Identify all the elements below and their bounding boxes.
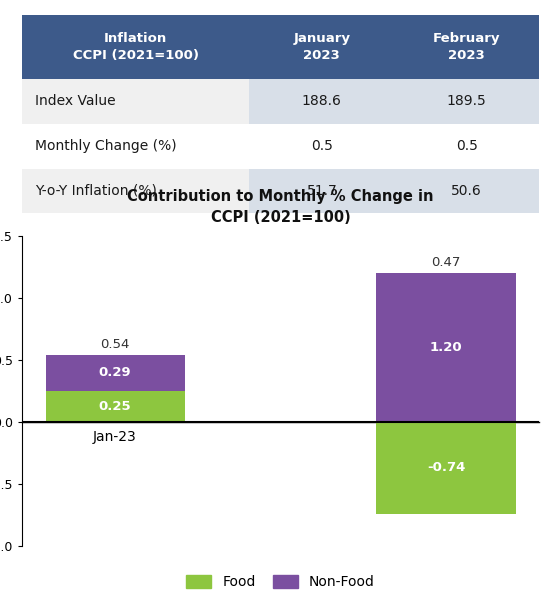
Text: -0.74: -0.74	[427, 461, 465, 474]
Bar	[250, 124, 394, 169]
Bar	[22, 124, 250, 169]
Title: Contribution to Monthly % Change in
CCPI (2021=100): Contribution to Monthly % Change in CCPI…	[127, 189, 434, 225]
Text: Inflation
CCPI (2021=100): Inflation CCPI (2021=100)	[73, 32, 199, 62]
Bar	[46, 391, 184, 422]
Bar	[250, 169, 394, 213]
Text: 188.6: 188.6	[302, 94, 342, 109]
Text: 0.47: 0.47	[431, 256, 461, 269]
Text: 0.5: 0.5	[311, 139, 333, 153]
Bar	[394, 124, 539, 169]
Text: Monthly Change (%): Monthly Change (%)	[35, 139, 177, 153]
Text: 0.29: 0.29	[98, 367, 131, 379]
Bar	[394, 15, 539, 79]
Bar	[250, 15, 394, 79]
Text: 0.54: 0.54	[100, 338, 130, 351]
Bar	[377, 273, 515, 422]
Bar	[22, 15, 250, 79]
Bar	[394, 169, 539, 213]
Text: 0.5: 0.5	[456, 139, 477, 153]
Bar	[394, 79, 539, 124]
Bar	[22, 169, 250, 213]
Text: January
2023: January 2023	[293, 32, 350, 62]
Text: Index Value: Index Value	[35, 94, 116, 109]
Bar	[250, 79, 394, 124]
Text: February
2023: February 2023	[433, 32, 500, 62]
Text: 51.7: 51.7	[306, 184, 337, 198]
Bar	[22, 79, 250, 124]
Text: 0.25: 0.25	[98, 400, 131, 413]
Bar	[377, 422, 515, 514]
Text: Y-o-Y Inflation (%): Y-o-Y Inflation (%)	[35, 184, 157, 198]
Text: 189.5: 189.5	[447, 94, 487, 109]
Text: 1.20: 1.20	[430, 341, 463, 354]
Text: 50.6: 50.6	[451, 184, 482, 198]
Legend: Food, Non-Food: Food, Non-Food	[181, 570, 380, 595]
Bar	[46, 355, 184, 391]
